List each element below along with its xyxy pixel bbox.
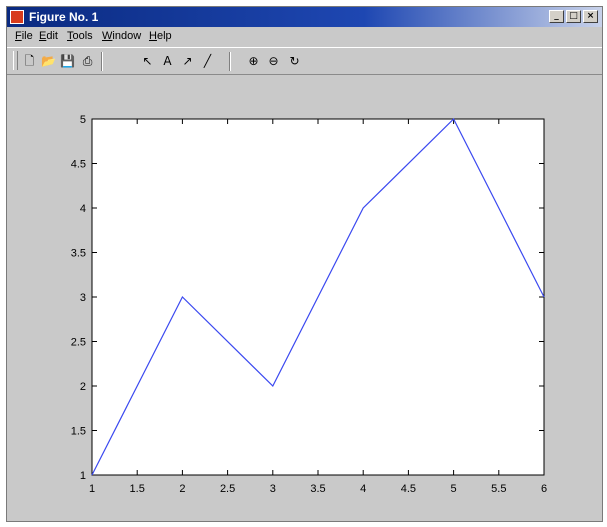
- zoom-out-icon[interactable]: ⊖: [268, 54, 279, 68]
- matlab-app-icon[interactable]: [10, 10, 24, 24]
- toolbar-separator: [229, 52, 231, 71]
- x-tick-label: 1.5: [130, 483, 145, 495]
- new-figure-icon[interactable]: 🗋: [24, 54, 35, 68]
- x-tick-label: 2.5: [220, 483, 235, 495]
- y-tick-label: 4.5: [71, 159, 86, 171]
- y-tick-label: 4: [80, 203, 86, 215]
- y-tick-label: 1: [80, 470, 86, 482]
- x-tick-label: 1: [89, 483, 95, 495]
- title-bar[interactable]: Figure No. 1 _ □ ×: [7, 7, 602, 27]
- x-tick-label: 2: [179, 483, 185, 495]
- menu-bar: File Edit Tools Window Help: [7, 28, 602, 46]
- rotate-icon[interactable]: ↻: [289, 54, 300, 68]
- insert-text-icon[interactable]: A: [163, 54, 172, 68]
- y-tick-label: 5: [80, 114, 86, 126]
- menu-tools[interactable]: Tools: [67, 30, 93, 42]
- save-icon[interactable]: 💾: [60, 54, 75, 68]
- window-title: Figure No. 1: [29, 10, 99, 24]
- print-icon[interactable]: ⎙: [82, 54, 93, 68]
- x-tick-label: 5.5: [491, 483, 506, 495]
- x-tick-label: 3.5: [310, 483, 325, 495]
- toolbar-grip[interactable]: [13, 51, 18, 70]
- select-arrow-icon[interactable]: ↖: [142, 54, 153, 68]
- minimize-button[interactable]: _: [549, 10, 564, 23]
- menu-file[interactable]: File: [15, 30, 33, 42]
- x-tick-label: 3: [270, 483, 276, 495]
- y-tick-label: 3.5: [71, 248, 86, 260]
- x-tick-label: 6: [541, 483, 547, 495]
- insert-line-icon[interactable]: ╱: [203, 54, 212, 68]
- close-button[interactable]: ×: [583, 10, 598, 23]
- menu-window[interactable]: Window: [102, 30, 142, 42]
- x-tick-label: 4: [360, 483, 366, 495]
- x-tick-label: 4.5: [401, 483, 416, 495]
- toolbar-separator: [101, 52, 103, 71]
- x-tick-label: 5: [451, 483, 457, 495]
- y-tick-label: 1.5: [71, 426, 86, 438]
- zoom-in-icon[interactable]: ⊕: [248, 54, 259, 68]
- axis-tick-labels: 1 1.5 2 2.5 3 3.5 4 4.5 5 5.5 6 1 1.5 2 2.5 3 3.5 4 4.5 5: [71, 114, 547, 495]
- toolbar: 🗋 📂 💾 ⎙ ↖ A ↗ ╱ ⊕ ⊖ ↻: [7, 47, 602, 75]
- insert-arrow-icon[interactable]: ↗: [182, 54, 193, 68]
- y-tick-label: 3: [80, 292, 86, 304]
- data-line-series: [91, 117, 545, 476]
- y-tick-label: 2.5: [71, 337, 86, 349]
- axis-ticks: [91, 118, 545, 476]
- menu-edit[interactable]: Edit: [39, 30, 58, 42]
- window-controls: _ □ ×: [549, 10, 598, 23]
- open-file-icon[interactable]: 📂: [41, 54, 56, 68]
- maximize-button[interactable]: □: [566, 10, 581, 23]
- menu-help[interactable]: Help: [149, 30, 172, 42]
- y-tick-label: 2: [80, 381, 86, 393]
